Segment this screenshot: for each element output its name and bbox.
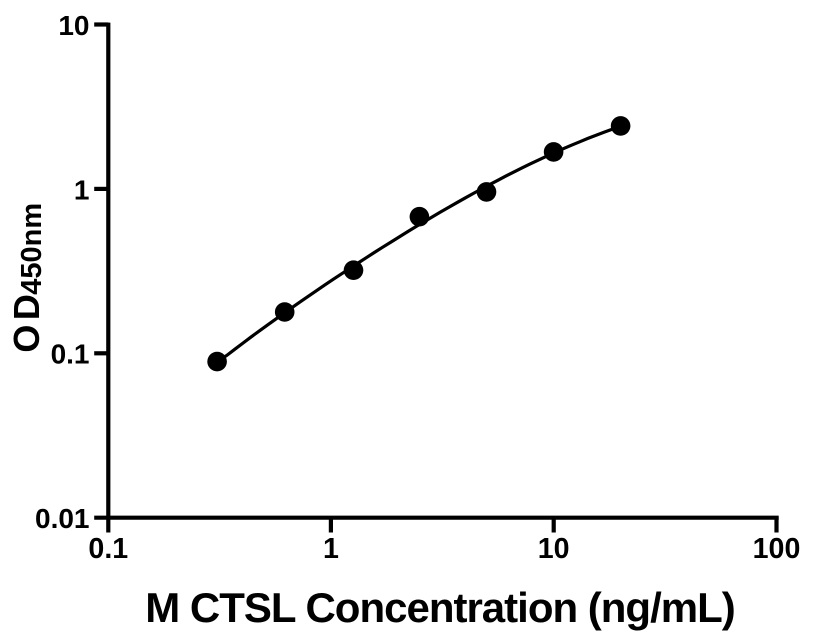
svg-text:10: 10	[538, 533, 570, 565]
svg-text:M CTSL Concentration (ng/mL): M CTSL Concentration (ng/mL)	[145, 584, 735, 631]
svg-text:OD: OD	[6, 290, 47, 353]
svg-text:0.01: 0.01	[35, 503, 90, 534]
svg-text:0.1: 0.1	[51, 339, 90, 370]
svg-text:100: 100	[753, 533, 801, 565]
svg-text:10: 10	[58, 10, 89, 41]
svg-text:1: 1	[323, 533, 339, 565]
svg-text:0.1: 0.1	[88, 533, 128, 565]
svg-text:450nm: 450nm	[16, 203, 48, 295]
svg-text:1: 1	[74, 174, 90, 205]
